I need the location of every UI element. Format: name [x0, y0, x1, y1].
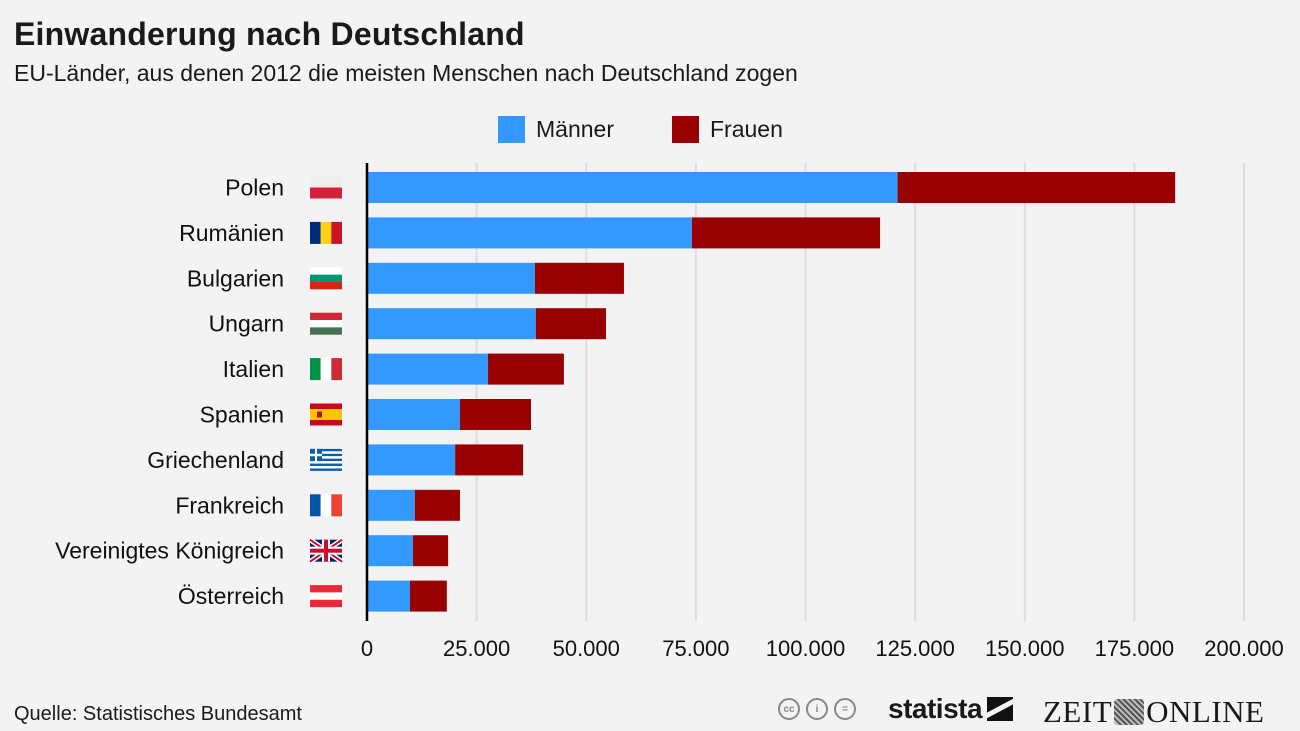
bar-segment-maenner [367, 172, 898, 203]
bar-segment-frauen [413, 535, 449, 567]
x-tick-label: 75.000 [662, 636, 729, 661]
bulgaria-flag-icon [310, 267, 342, 290]
source-note: Quelle: Statistisches Bundesamt [14, 703, 302, 725]
legend-item-maenner: Männer [498, 116, 614, 143]
category-label: Ungarn [209, 311, 284, 337]
france-flag-icon [310, 494, 342, 517]
online-wordmark: ONLINE [1146, 694, 1265, 729]
x-tick-label: 100.000 [766, 636, 846, 661]
x-tick-label: 25.000 [443, 636, 510, 661]
bar-segment-maenner [367, 444, 456, 476]
legend-swatch-maenner [498, 116, 525, 143]
chart-title: Einwanderung nach Deutschland [14, 16, 525, 52]
category-label: Spanien [200, 402, 284, 428]
bar-segment-maenner [367, 262, 535, 294]
category-label: Italien [223, 356, 284, 382]
zeit-wordmark: ZEIT [1043, 694, 1113, 729]
statista-logo: statista [888, 693, 1014, 725]
bar-segment-frauen [455, 444, 524, 476]
category-label: Griechenland [147, 447, 284, 473]
bar-segment-frauen [488, 353, 564, 385]
x-tick-label: 150.000 [985, 636, 1065, 661]
bar-segment-maenner [367, 535, 414, 567]
zeit-crest-icon [1114, 699, 1145, 725]
category-label: Bulgarien [187, 265, 284, 291]
x-tick-label: 200.000 [1204, 636, 1284, 661]
category-label: Rumänien [179, 220, 284, 246]
legend-label-frauen: Frauen [709, 116, 783, 142]
austria-flag-icon [310, 585, 342, 608]
bar-segment-maenner [367, 217, 692, 249]
bar-segment-frauen [691, 217, 881, 249]
bar-segment-maenner [367, 580, 410, 612]
uk-flag-icon [308, 537, 344, 564]
x-tick-label: 125.000 [875, 636, 955, 661]
bar-segment-maenner [367, 353, 489, 385]
romania-flag-icon [310, 221, 342, 244]
x-tick-label: 175.000 [1095, 636, 1175, 661]
legend-item-frauen: Frauen [671, 116, 783, 143]
category-label: Polen [225, 175, 284, 201]
spain-flag-icon [310, 403, 342, 426]
bar-segment-frauen [897, 172, 1176, 203]
by-icon: i [806, 698, 828, 720]
license-icons: cc i = [778, 698, 862, 720]
chart-subtitle: EU-Länder, aus denen 2012 die meisten Me… [14, 60, 798, 86]
nd-icon: = [834, 698, 856, 720]
greece-flag-icon [310, 448, 342, 471]
category-label: Österreich [178, 583, 284, 609]
category-label: Frankreich [175, 492, 284, 518]
poland-flag-icon [310, 176, 342, 199]
bar-segment-maenner [367, 399, 460, 430]
bar-segment-frauen [535, 308, 606, 340]
cc-icon: cc [778, 698, 800, 720]
zeit-online-logo: ZEIT ONLINE [1043, 694, 1265, 730]
bar-segment-frauen [534, 262, 624, 294]
x-tick-label: 50.000 [553, 636, 620, 661]
bar-segment-maenner [367, 308, 536, 340]
bar-segment-frauen [459, 399, 531, 430]
x-tick-label: 0 [361, 636, 373, 661]
bar-segment-maenner [367, 489, 415, 521]
bar-segment-frauen [409, 580, 447, 612]
italy-flag-icon [310, 358, 342, 381]
legend-label-maenner: Männer [536, 116, 614, 142]
legend: Männer Frauen [498, 116, 841, 143]
hungary-flag-icon [310, 312, 342, 335]
bar-segment-frauen [414, 489, 460, 521]
statista-mark-icon [987, 697, 1014, 721]
statista-wordmark: statista [888, 693, 983, 724]
category-label: Vereinigtes Königreich [55, 538, 284, 564]
legend-swatch-frauen [671, 116, 699, 143]
